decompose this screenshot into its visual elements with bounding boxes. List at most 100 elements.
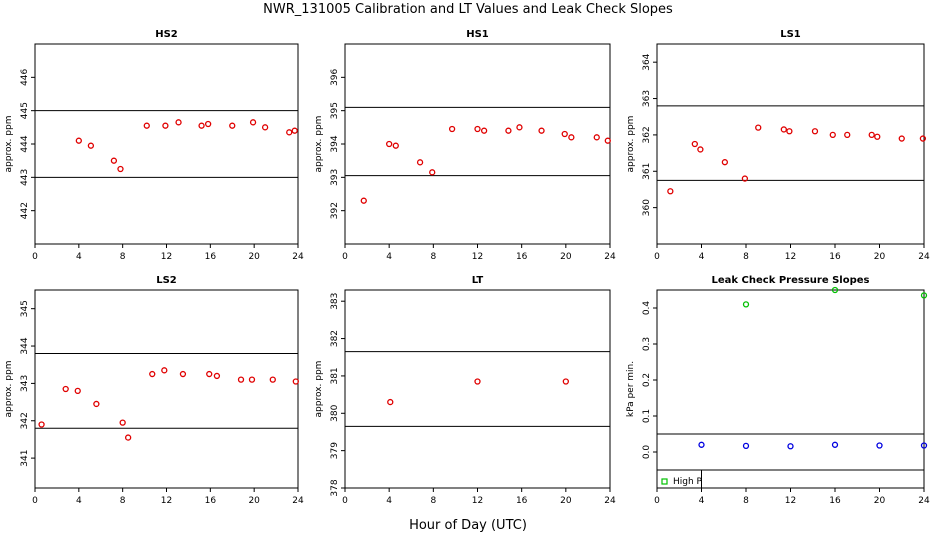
data-point — [868, 131, 875, 139]
data-point — [568, 134, 575, 141]
y-axis-label: kPa per min. — [626, 361, 636, 417]
x-tick-label: 8 — [743, 252, 749, 262]
x-tick-label: 20 — [248, 252, 260, 262]
x-tick-label: 12 — [161, 496, 172, 506]
data-point — [143, 122, 150, 129]
data-point — [179, 370, 187, 378]
data-point — [392, 142, 399, 149]
data-point — [149, 370, 156, 378]
data-point — [119, 419, 126, 426]
y-tick-label: 393 — [330, 169, 340, 186]
data-point — [248, 376, 256, 383]
y-tick-label: 378 — [330, 479, 340, 496]
x-axis-title: Hour of Day (UTC) — [409, 518, 527, 533]
data-point — [204, 120, 212, 128]
x-tick-label: 8 — [120, 252, 126, 262]
x-tick-label: 24 — [918, 252, 930, 262]
y-tick-label: 395 — [330, 102, 340, 119]
y-tick-label: 341 — [20, 450, 30, 467]
panel-6: Leak Check Pressure Slopes 0 4 8 12 16 20 24 0.0… — [626, 275, 930, 506]
x-tick-label: 4 — [386, 252, 392, 262]
y-axis-label: approx. ppm — [4, 116, 14, 173]
data-point — [780, 126, 787, 133]
y-tick-label: 392 — [330, 202, 340, 219]
y-tick-label: 361 — [642, 163, 652, 180]
data-point — [93, 400, 100, 408]
x-tick-label: 20 — [248, 496, 260, 506]
data-point — [117, 165, 124, 173]
x-tick-label: 16 — [205, 496, 217, 506]
panel-title: HS2 — [155, 29, 178, 40]
x-tick-label: 24 — [918, 496, 930, 506]
x-tick-label: 4 — [76, 252, 82, 262]
x-tick-label: 0 — [342, 252, 348, 262]
y-tick-label: 345 — [20, 300, 30, 317]
x-tick-label: 12 — [472, 252, 483, 262]
data-point — [229, 122, 236, 129]
data-point — [829, 131, 836, 139]
panel-1: HS2 0 4 8 12 16 20 24 442 443 444 445 446 approx. ppm — [4, 29, 304, 262]
data-point — [213, 372, 221, 380]
data-point — [721, 159, 729, 166]
x-tick-label: 16 — [205, 252, 217, 262]
x-tick-label: 12 — [161, 252, 172, 262]
x-tick-label: 4 — [76, 496, 82, 506]
y-tick-label: 381 — [330, 367, 340, 384]
y-tick-label: 446 — [20, 68, 30, 85]
data-point — [697, 146, 704, 153]
data-point — [831, 441, 839, 448]
y-tick-label: 344 — [20, 337, 30, 354]
data-point — [562, 378, 569, 385]
x-tick-label: 8 — [430, 496, 436, 506]
panel-title: LS1 — [780, 29, 801, 40]
data-point — [698, 441, 705, 448]
data-point — [741, 175, 749, 182]
panel-3: LS1 0 4 8 12 16 20 24 360 361 362 363 364 approx. ppm — [626, 29, 930, 262]
x-tick-label: 0 — [32, 252, 38, 262]
x-tick-label: 0 — [654, 252, 660, 262]
data-point — [162, 122, 169, 129]
y-tick-label: 445 — [20, 102, 30, 119]
data-point — [175, 119, 182, 126]
y-tick-label: 343 — [20, 375, 30, 392]
y-tick-label: 394 — [330, 135, 340, 152]
y-tick-label: 0.1 — [642, 409, 652, 423]
data-point — [604, 137, 611, 144]
data-point — [787, 443, 794, 450]
data-point — [429, 169, 436, 176]
x-tick-label: 8 — [120, 496, 126, 506]
panel-title: Leak Check Pressure Slopes — [712, 275, 870, 286]
panel-2: HS1 0 4 8 12 16 20 24 392 393 394 395 396 approx. ppm — [314, 29, 616, 262]
data-point — [386, 140, 393, 148]
data-point — [480, 127, 488, 134]
y-tick-label: 0.2 — [642, 373, 652, 387]
x-tick-label: 12 — [785, 252, 796, 262]
data-point — [237, 376, 245, 383]
x-tick-label: 12 — [785, 496, 796, 506]
data-point — [75, 137, 82, 144]
data-point — [742, 442, 750, 450]
y-tick-label: 0.4 — [642, 301, 652, 316]
data-point — [874, 133, 881, 140]
data-point — [448, 125, 456, 133]
x-tick-label: 16 — [829, 252, 841, 262]
y-tick-label: 442 — [20, 202, 30, 219]
data-point — [831, 286, 839, 294]
x-tick-label: 0 — [32, 496, 38, 506]
data-point — [360, 197, 367, 204]
x-tick-label: 0 — [654, 496, 660, 506]
y-tick-label: 379 — [330, 442, 340, 459]
data-point — [474, 378, 481, 385]
y-tick-label: 383 — [330, 293, 340, 310]
legend-box — [656, 469, 702, 489]
data-point — [198, 122, 205, 129]
y-tick-label: 443 — [20, 169, 30, 186]
x-tick-label: 20 — [874, 252, 886, 262]
x-tick-label: 16 — [829, 496, 841, 506]
data-point — [811, 128, 819, 135]
data-point — [62, 385, 69, 393]
data-point — [161, 367, 168, 374]
x-tick-label: 24 — [604, 496, 616, 506]
y-tick-label: 360 — [642, 199, 652, 216]
